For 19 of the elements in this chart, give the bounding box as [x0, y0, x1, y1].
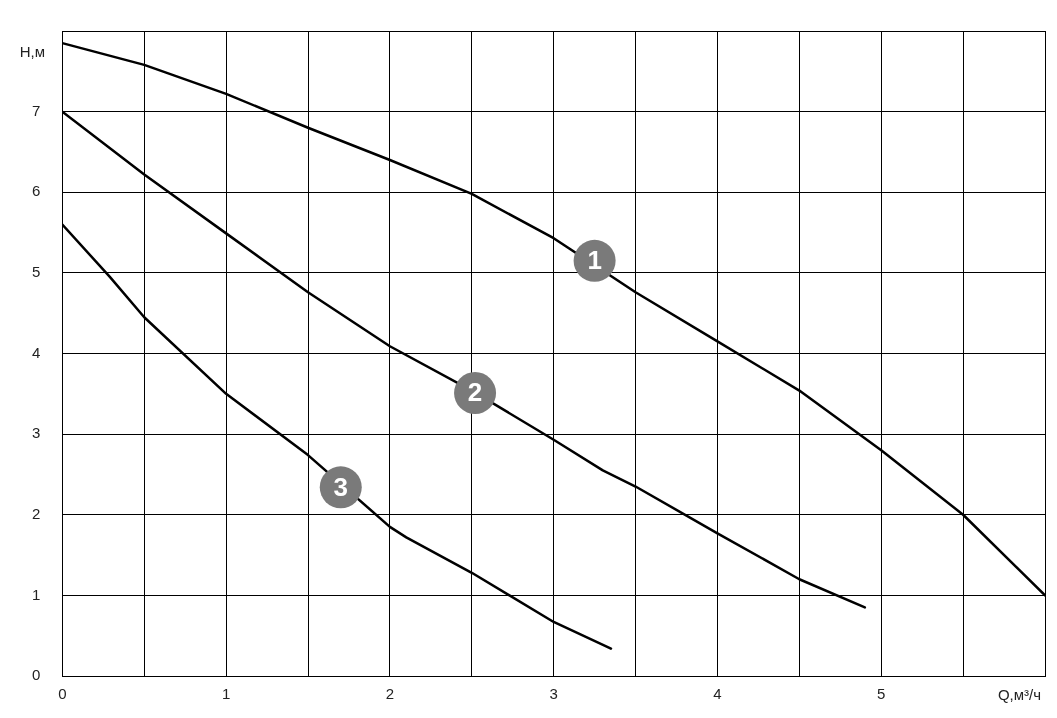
y-tick-label: 5	[32, 263, 41, 281]
y-tick-label: 1	[32, 585, 41, 603]
x-tick-label: 2	[385, 685, 395, 703]
x-axis-title: Q,м³/ч	[997, 685, 1041, 703]
annotation: 3	[333, 471, 348, 502]
y-tick-label: 2	[32, 504, 41, 522]
x-tick-label: 4	[713, 685, 722, 703]
y-tick-label: 7	[32, 101, 41, 119]
x-tick-label: 5	[877, 685, 886, 703]
annotation: 1	[587, 244, 602, 275]
y-axis-title: Н,м	[19, 43, 45, 61]
x-tick-label: 0	[58, 685, 67, 703]
y-tick-label: 4	[32, 343, 41, 361]
x-tick-label: 3	[549, 685, 558, 703]
y-tick-label: 6	[32, 182, 41, 200]
x-tick-label: 1	[221, 685, 231, 703]
annotation: 2	[467, 377, 483, 408]
y-tick-label: 0	[32, 666, 41, 684]
y-tick-label: 3	[32, 424, 41, 442]
